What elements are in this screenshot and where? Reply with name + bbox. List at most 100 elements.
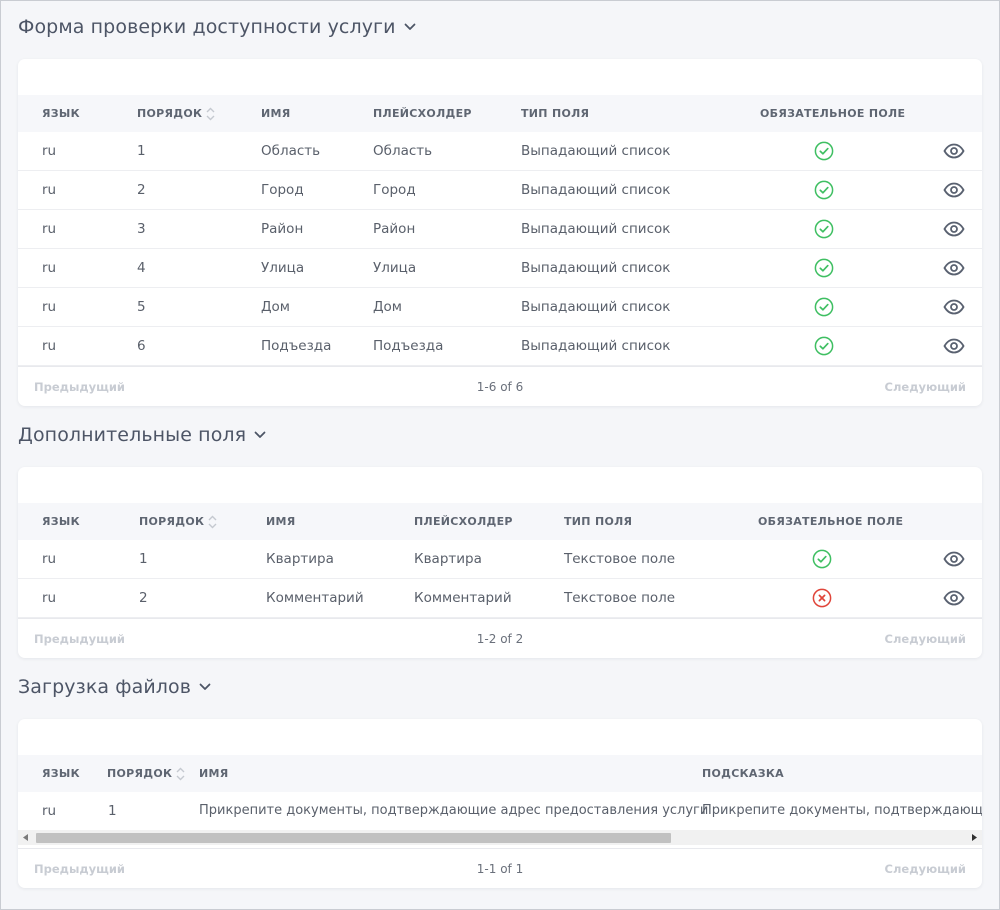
eye-icon[interactable] (943, 219, 965, 239)
check-circle-icon (812, 549, 832, 569)
eye-icon[interactable] (943, 141, 965, 161)
header-name: ИМЯ (261, 107, 291, 120)
pagination: Предыдущий 1-2 of 2 Следующий (18, 618, 982, 658)
cell-language: ru (42, 590, 57, 606)
cell-language: ru (42, 551, 57, 567)
check-circle-icon (814, 297, 834, 317)
table-header: ЯЗЫК ПОРЯДОК ИМЯ ПОДСКАЗКА (18, 755, 982, 792)
table-header: ЯЗЫК ПОРЯДОК ИМЯ ПЛЕЙСХОЛДЕР ТИП ПОЛЯ ОБ… (18, 503, 982, 540)
cell-order: 5 (137, 299, 146, 315)
header-order[interactable]: ПОРЯДОК (137, 95, 215, 132)
header-language: ЯЗЫК (42, 767, 80, 780)
prev-page-button[interactable]: Предыдущий (34, 380, 125, 394)
section-title-file-upload[interactable]: Загрузка файлов (18, 676, 211, 698)
cell-name: Область (261, 143, 321, 159)
scroll-right-icon[interactable] (971, 834, 977, 841)
eye-icon[interactable] (943, 549, 965, 569)
cell-field-type: Текстовое поле (564, 551, 676, 567)
cell-order: 4 (137, 260, 146, 276)
cell-name: Район (261, 221, 304, 237)
section-title-additional-fields[interactable]: Дополнительные поля (18, 424, 266, 446)
scroll-left-icon[interactable] (23, 834, 29, 841)
check-circle-icon (814, 219, 834, 239)
prev-page-button[interactable]: Предыдущий (34, 632, 125, 646)
horizontal-scrollbar[interactable] (18, 830, 982, 845)
table-row: ru 1 Прикрепите документы, подтверждающи… (18, 792, 982, 831)
table-row: ru 5 Дом Дом Выпадающий список (18, 288, 982, 327)
cell-field-type: Выпадающий список (521, 260, 671, 276)
cell-name: Квартира (266, 551, 334, 567)
eye-icon[interactable] (943, 588, 965, 608)
cell-language: ru (42, 143, 57, 159)
header-order-label: ПОРЯДОК (139, 515, 205, 528)
check-circle-icon (814, 180, 834, 200)
header-placeholder: ПЛЕЙСХОЛДЕР (373, 107, 472, 120)
cell-name: Улица (261, 260, 305, 276)
table-row: ru 1 Область Область Выпадающий список (18, 132, 982, 171)
table-row: ru 1 Квартира Квартира Текстовое поле (18, 540, 982, 579)
header-order-label: ПОРЯДОК (137, 107, 203, 120)
scrollbar-thumb[interactable] (36, 833, 671, 843)
section-title-text: Дополнительные поля (18, 424, 247, 446)
cell-name: Дом (261, 299, 290, 315)
prev-page-button[interactable]: Предыдущий (34, 862, 125, 876)
header-order[interactable]: ПОРЯДОК (107, 755, 185, 792)
x-circle-icon (812, 588, 832, 608)
cell-name: Прикрепите документы, подтверждающие адр… (199, 803, 709, 818)
cell-order: 3 (137, 221, 146, 237)
check-circle-icon (814, 258, 834, 278)
next-page-button[interactable]: Следующий (884, 632, 966, 646)
table-header: ЯЗЫК ПОРЯДОК ИМЯ ПЛЕЙСХОЛДЕР ТИП ПОЛЯ ОБ… (18, 95, 982, 132)
chevron-down-icon[interactable] (254, 431, 266, 439)
cell-order: 2 (137, 182, 146, 198)
eye-icon[interactable] (943, 336, 965, 356)
cell-field-type: Выпадающий список (521, 338, 671, 354)
table-row: ru 6 Подъезда Подъезда Выпадающий список (18, 327, 982, 366)
cell-order: 6 (137, 338, 146, 354)
cell-name: Город (261, 182, 304, 198)
cell-order: 2 (139, 590, 148, 606)
header-order[interactable]: ПОРЯДОК (139, 503, 217, 540)
cell-field-type: Выпадающий список (521, 221, 671, 237)
sort-icon[interactable] (176, 767, 185, 781)
availability-table-card: ЯЗЫК ПОРЯДОК ИМЯ ПЛЕЙСХОЛДЕР ТИП ПОЛЯ ОБ… (18, 59, 982, 406)
header-required: ОБЯЗАТЕЛЬНОЕ ПОЛЕ (760, 107, 906, 120)
file-upload-table-card: ЯЗЫК ПОРЯДОК ИМЯ ПОДСКАЗКА ru 1 Прикрепи… (18, 719, 982, 888)
cell-language: ru (42, 299, 57, 315)
cell-placeholder: Дом (373, 299, 402, 315)
cell-name: Подъезда (261, 338, 332, 354)
chevron-down-icon[interactable] (199, 683, 211, 691)
section-title-text: Форма проверки доступности услуги (18, 16, 396, 38)
cell-language: ru (42, 221, 57, 237)
next-page-button[interactable]: Следующий (884, 380, 966, 394)
cell-placeholder: Подъезда (373, 338, 444, 354)
cell-placeholder: Квартира (414, 551, 482, 567)
cell-name: Комментарий (266, 590, 364, 606)
additional-fields-table-card: ЯЗЫК ПОРЯДОК ИМЯ ПЛЕЙСХОЛДЕР ТИП ПОЛЯ ОБ… (18, 467, 982, 658)
sort-icon[interactable] (206, 107, 215, 121)
sort-icon[interactable] (208, 515, 217, 529)
eye-icon[interactable] (943, 180, 965, 200)
cell-field-type: Текстовое поле (564, 590, 676, 606)
eye-icon[interactable] (943, 297, 965, 317)
check-circle-icon (814, 336, 834, 356)
pagination: Предыдущий 1-1 of 1 Следующий (18, 848, 982, 888)
cell-placeholder: Область (373, 143, 433, 159)
header-field-type: ТИП ПОЛЯ (521, 107, 590, 120)
next-page-button[interactable]: Следующий (884, 862, 966, 876)
cell-language: ru (42, 338, 57, 354)
section-title-availability[interactable]: Форма проверки доступности услуги (18, 16, 416, 38)
cell-placeholder: Улица (373, 260, 417, 276)
page-info: 1-2 of 2 (476, 632, 524, 646)
cell-order: 1 (108, 803, 117, 819)
table-row: ru 4 Улица Улица Выпадающий список (18, 249, 982, 288)
cell-placeholder: Район (373, 221, 416, 237)
header-language: ЯЗЫК (42, 107, 80, 120)
chevron-down-icon[interactable] (404, 23, 416, 31)
section-title-text: Загрузка файлов (18, 676, 192, 698)
cell-language: ru (42, 803, 57, 819)
page-info: 1-1 of 1 (476, 862, 524, 876)
cell-field-type: Выпадающий список (521, 143, 671, 159)
page-info: 1-6 of 6 (476, 380, 524, 394)
eye-icon[interactable] (943, 258, 965, 278)
